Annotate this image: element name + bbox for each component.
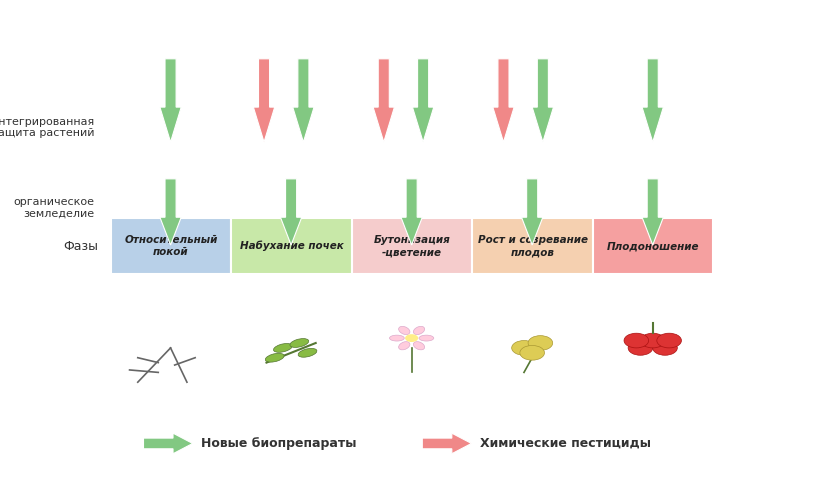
Polygon shape xyxy=(373,59,394,142)
Text: Набухание почек: Набухание почек xyxy=(239,241,343,251)
Ellipse shape xyxy=(290,339,308,347)
FancyBboxPatch shape xyxy=(592,218,713,274)
Circle shape xyxy=(652,341,676,355)
Text: Химические пестициды: Химические пестициды xyxy=(479,437,650,450)
Ellipse shape xyxy=(274,343,292,352)
Ellipse shape xyxy=(298,348,316,357)
Circle shape xyxy=(623,333,648,348)
Circle shape xyxy=(627,341,652,355)
FancyBboxPatch shape xyxy=(111,218,231,274)
Polygon shape xyxy=(160,179,181,245)
Polygon shape xyxy=(422,433,471,454)
Polygon shape xyxy=(532,59,553,142)
FancyBboxPatch shape xyxy=(472,218,592,274)
Polygon shape xyxy=(492,59,514,142)
Circle shape xyxy=(527,336,552,350)
Polygon shape xyxy=(641,59,663,142)
Polygon shape xyxy=(253,59,274,142)
Polygon shape xyxy=(521,179,542,245)
Text: Новые биопрепараты: Новые биопрепараты xyxy=(201,437,356,450)
FancyBboxPatch shape xyxy=(231,218,351,274)
Ellipse shape xyxy=(265,353,283,362)
Ellipse shape xyxy=(419,335,433,341)
Circle shape xyxy=(405,334,418,342)
Polygon shape xyxy=(412,59,433,142)
Text: Бутонизация
-цветение: Бутонизация -цветение xyxy=(373,235,450,257)
Polygon shape xyxy=(143,433,192,454)
Polygon shape xyxy=(292,59,314,142)
Polygon shape xyxy=(641,179,663,245)
Polygon shape xyxy=(160,59,181,142)
Ellipse shape xyxy=(413,326,424,335)
Text: Рост и созревание
плодов: Рост и созревание плодов xyxy=(477,235,587,257)
FancyBboxPatch shape xyxy=(351,218,472,274)
Text: Относительный
покой: Относительный покой xyxy=(124,235,217,257)
Circle shape xyxy=(511,341,536,355)
Text: органическое
земледелие: органическое земледелие xyxy=(13,197,94,219)
Ellipse shape xyxy=(398,342,410,350)
Text: Фазы: Фазы xyxy=(63,240,98,253)
Ellipse shape xyxy=(398,326,410,335)
Circle shape xyxy=(640,333,664,348)
Circle shape xyxy=(656,333,681,348)
Text: Плодоношение: Плодоношение xyxy=(606,241,699,251)
Circle shape xyxy=(519,345,544,360)
Polygon shape xyxy=(280,179,301,245)
Polygon shape xyxy=(400,179,422,245)
Text: интегрированная
защита растений: интегрированная защита растений xyxy=(0,117,94,138)
Ellipse shape xyxy=(413,342,424,350)
Ellipse shape xyxy=(389,335,404,341)
